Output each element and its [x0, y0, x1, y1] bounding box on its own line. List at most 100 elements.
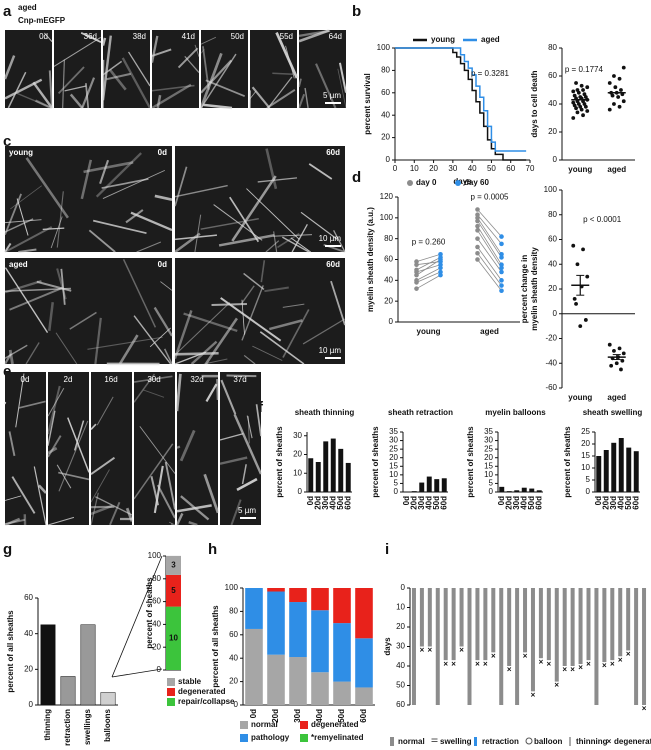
legend-label: swelling	[440, 737, 472, 746]
sheath-track	[419, 588, 424, 647]
degeneration-mark: ×	[578, 663, 583, 672]
data-point	[583, 95, 588, 99]
data-point	[574, 106, 578, 111]
myelin-fiber	[122, 258, 157, 328]
y-axis-label: percent of sheaths	[466, 426, 475, 498]
y-axis-label: percent of all sheaths	[6, 610, 15, 693]
pair-line	[477, 253, 502, 286]
bar	[338, 448, 344, 492]
myelin-fiber	[18, 400, 46, 409]
x-tick-label: 10	[410, 164, 419, 173]
legend-swatch	[525, 737, 533, 745]
myelin-fiber	[4, 78, 43, 100]
myelin-fiber	[190, 340, 218, 365]
bar	[536, 490, 542, 492]
x-tick-label: 40d	[315, 709, 324, 723]
myelin-fiber	[176, 445, 181, 449]
myelin-fiber	[260, 260, 266, 283]
myelin-fiber	[50, 216, 63, 249]
degeneration-mark: ×	[562, 665, 567, 674]
myelin-fiber	[156, 94, 162, 109]
myelin-fiber	[42, 227, 65, 230]
data-point	[572, 93, 577, 98]
legend-label: balloon	[534, 737, 563, 746]
myelin-fiber	[180, 495, 210, 521]
data-point	[575, 88, 580, 92]
myelin-fiber	[302, 318, 346, 345]
y-tick-label: 40	[384, 275, 393, 284]
micrograph	[250, 30, 297, 108]
myelin-fiber	[173, 310, 193, 359]
y-tick-label: 0	[553, 155, 558, 164]
data-point	[475, 236, 480, 241]
legend-swatch	[167, 698, 175, 706]
data-point	[475, 207, 480, 212]
y-tick-label: 30	[484, 436, 493, 445]
myelin-fiber	[236, 477, 258, 492]
bar	[506, 491, 512, 492]
myelin-fiber	[154, 194, 173, 201]
myelin-fiber	[67, 417, 90, 473]
myelin-fiber	[174, 166, 188, 207]
chart-title: myelin balloons	[485, 408, 546, 417]
data-point	[607, 342, 612, 347]
myelin-fiber	[16, 92, 53, 109]
data-point	[620, 358, 625, 363]
panel-subtitle: Cnp-mEGFP	[18, 16, 66, 25]
x-tick-label: retraction	[63, 709, 72, 746]
data-point	[581, 113, 585, 118]
legend-swatch	[167, 678, 175, 686]
data-point	[617, 76, 622, 81]
x-tick-label: 30d	[512, 496, 521, 510]
pair-line	[477, 225, 502, 265]
pair-line	[477, 238, 502, 273]
data-point	[579, 107, 584, 112]
segment-count: 5	[171, 586, 176, 595]
myelin-fiber	[48, 302, 54, 331]
myelin-fiber	[241, 464, 247, 485]
myelin-fiber	[226, 374, 257, 378]
myelin-fiber	[259, 331, 305, 365]
frame-label: 36d	[84, 32, 97, 41]
myelin-fiber	[188, 521, 198, 527]
x-tick-label: aged	[607, 393, 626, 402]
pair-line	[477, 214, 502, 245]
data-point	[612, 74, 616, 78]
myelin-fiber	[229, 196, 260, 243]
myelin-fiber	[47, 385, 61, 435]
scale-label: 5 µm	[238, 506, 256, 515]
myelin-fiber	[255, 404, 262, 437]
data-point	[607, 107, 612, 112]
data-point	[414, 286, 419, 291]
data-point	[582, 92, 587, 97]
x-tick-label: young	[568, 393, 592, 402]
scale-label: 5 µm	[323, 91, 341, 100]
myelin-fiber	[92, 219, 147, 235]
y-tick-label: 40	[381, 110, 390, 119]
myelin-fiber	[33, 466, 47, 526]
myelin-fiber	[4, 267, 49, 333]
y-axis-label: days	[383, 637, 392, 656]
panel-label: d	[352, 169, 361, 186]
data-point	[614, 361, 619, 366]
sheath-track	[594, 588, 599, 705]
pair-line	[416, 253, 441, 262]
bar	[308, 458, 314, 492]
myelin-fiber	[273, 231, 278, 253]
y-tick-label: 20	[384, 296, 393, 305]
sheath-track	[451, 588, 456, 661]
myelin-fiber	[276, 232, 300, 249]
sheath-track	[530, 588, 535, 692]
panel-label: c	[3, 133, 11, 150]
myelin-fiber	[143, 389, 165, 398]
data-point	[475, 223, 480, 229]
y-tick-label: 0	[489, 487, 494, 496]
y-tick-label: 35	[484, 427, 493, 436]
sheath-track	[610, 588, 615, 661]
data-point	[499, 241, 504, 247]
legend-swatch	[240, 734, 248, 742]
myelin-fiber	[4, 219, 42, 224]
bar	[419, 482, 425, 492]
y-tick-label: 25	[581, 427, 590, 436]
myelin-fiber	[8, 349, 14, 365]
